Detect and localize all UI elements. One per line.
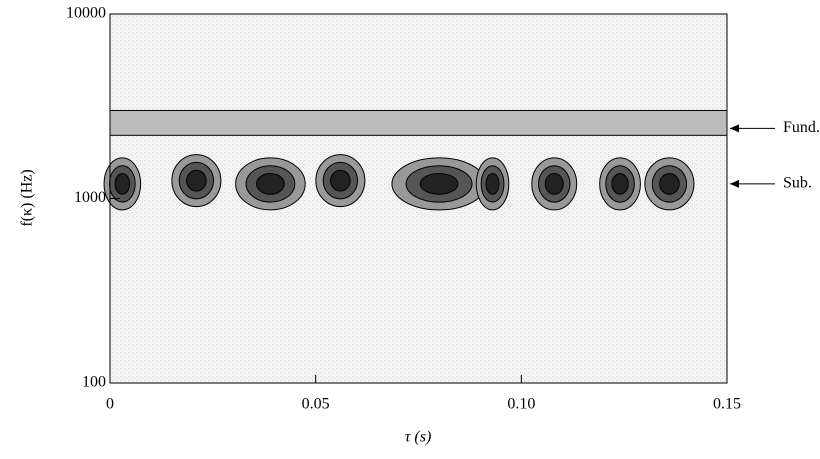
x-tick-label: 0.15 <box>713 396 741 413</box>
annotation-label: Fund. <box>783 119 820 136</box>
arrow-head <box>730 124 739 133</box>
blob <box>114 172 131 195</box>
blob <box>485 172 500 195</box>
y-tick-label: 1000 <box>74 189 106 206</box>
y-tick-label: 10000 <box>66 5 106 22</box>
blob <box>659 172 680 195</box>
arrow-head <box>730 179 739 188</box>
fund-band <box>109 109 728 136</box>
x-axis-label: τ (s) <box>405 429 432 446</box>
blob <box>611 172 629 195</box>
blob <box>330 169 351 192</box>
annotation-label: Sub. <box>783 175 812 192</box>
y-axis-label: f(κ) (Hz) <box>19 169 36 226</box>
blob <box>186 169 207 192</box>
blob <box>256 172 285 195</box>
x-tick-label: 0.05 <box>302 396 330 413</box>
x-tick-label: 0 <box>106 396 114 413</box>
y-tick-label: 100 <box>82 374 106 391</box>
blob <box>544 172 564 195</box>
x-tick-label: 0.10 <box>507 396 535 413</box>
blob <box>419 172 459 195</box>
